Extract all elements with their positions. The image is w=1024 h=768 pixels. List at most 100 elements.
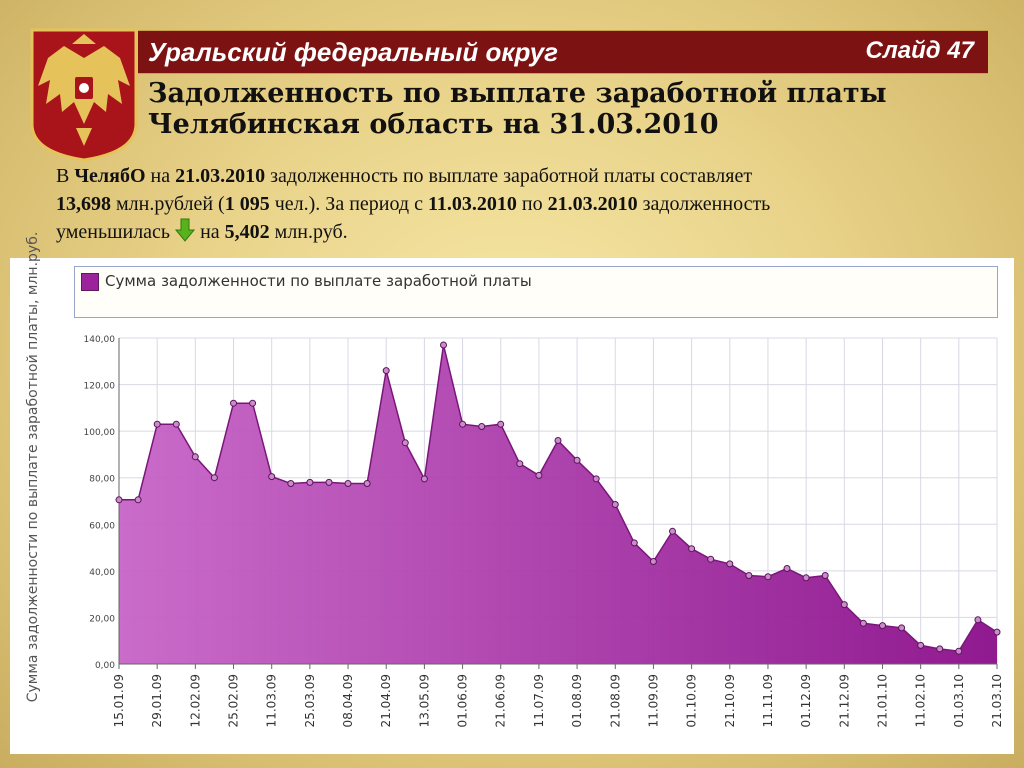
- data-point: [249, 399, 257, 407]
- data-point: [210, 474, 218, 482]
- data-point: [879, 622, 886, 630]
- text-fragment: задолженность: [637, 193, 771, 215]
- data-point: [974, 616, 982, 624]
- x-tick-label: 08.04.09: [341, 674, 355, 727]
- data-point: [478, 423, 486, 430]
- data-point: [382, 367, 390, 375]
- debt-amount: 13,698: [56, 193, 111, 215]
- y-tick-label: 60,00: [89, 521, 115, 531]
- text-fragment: млн.руб.: [269, 221, 348, 243]
- data-point: [592, 475, 600, 483]
- region-name: ЧелябО: [74, 165, 146, 187]
- x-tick-label: 11.07.09: [532, 674, 546, 727]
- x-tick-label: 12.02.09: [188, 674, 202, 727]
- data-point: [535, 471, 543, 479]
- y-tick-label: 40,00: [89, 568, 115, 578]
- data-point: [554, 437, 562, 444]
- text-fragment: на: [145, 165, 176, 187]
- data-point: [764, 573, 772, 581]
- y-tick-label: 80,00: [89, 475, 115, 485]
- text-fragment: уменьшилась: [56, 221, 176, 243]
- chart-legend: Сумма задолженности по выплате заработно…: [74, 266, 998, 318]
- data-point: [268, 473, 276, 481]
- x-tick-label: 11.09.09: [646, 674, 660, 727]
- data-point: [611, 501, 619, 508]
- data-point: [630, 539, 638, 547]
- data-point: [115, 496, 123, 504]
- data-point: [191, 453, 199, 461]
- data-point: [783, 565, 791, 572]
- y-tick-label: 140,00: [84, 335, 116, 345]
- x-tick-label: 21.03.10: [990, 674, 1004, 727]
- summary-text: В ЧелябО на 21.03.2010 задолженность по …: [56, 162, 986, 246]
- data-point: [993, 628, 1001, 636]
- data-point: [669, 527, 676, 535]
- data-point: [344, 480, 352, 487]
- legend-swatch: [81, 273, 99, 291]
- subtitle-line-1: Задолженность по выплате заработной плат…: [148, 78, 887, 109]
- x-tick-label: 29.01.09: [150, 674, 164, 727]
- data-point: [153, 420, 161, 428]
- page-title: Задолженность по выплате заработной плат…: [148, 78, 887, 140]
- y-axis-label: Сумма задолженности по выплате заработно…: [25, 232, 41, 703]
- data-point: [840, 601, 848, 609]
- x-tick-label: 21.08.09: [608, 674, 622, 727]
- data-point: [859, 619, 867, 627]
- data-point: [401, 439, 409, 447]
- data-point: [707, 555, 715, 563]
- y-tick-label: 120,00: [84, 382, 116, 392]
- x-tick-label: 21.10.09: [723, 674, 737, 727]
- data-point: [821, 572, 829, 579]
- data-point: [936, 645, 944, 653]
- x-tick-label: 25.03.09: [303, 674, 317, 727]
- header-bar: Уральский федеральный округ Слайд 47: [138, 30, 988, 74]
- slide-number: Слайд 47: [865, 37, 974, 64]
- data-point: [516, 460, 524, 468]
- x-tick-label: 01.03.10: [952, 674, 966, 727]
- data-point: [649, 558, 657, 565]
- text-fragment: чел.). За период с: [269, 193, 428, 215]
- x-tick-label: 15.01.09: [112, 674, 126, 727]
- data-point: [898, 624, 906, 632]
- x-tick-label: 01.10.09: [685, 674, 699, 727]
- data-point: [917, 641, 925, 649]
- data-point: [172, 420, 180, 428]
- x-tick-label: 11.02.10: [914, 674, 928, 727]
- x-tick-label: 21.12.09: [837, 674, 851, 727]
- y-tick-label: 100,00: [84, 428, 116, 438]
- x-tick-label: 13.05.09: [417, 674, 431, 727]
- x-tick-label: 01.08.09: [570, 674, 584, 727]
- series-area: [119, 345, 997, 664]
- text-fragment: по: [516, 193, 548, 215]
- period-end: 21.03.2010: [547, 193, 638, 215]
- text-fragment: млн.рублей (: [111, 193, 225, 215]
- data-point: [134, 496, 142, 504]
- subtitle-line-2: Челябинская область на 31.03.2010: [148, 109, 719, 140]
- x-tick-label: 25.02.09: [227, 674, 241, 727]
- period-start: 11.03.2010: [427, 193, 517, 215]
- x-tick-label: 01.12.09: [799, 674, 813, 727]
- data-point: [363, 480, 371, 487]
- data-point: [955, 647, 963, 655]
- x-tick-label: 21.01.10: [875, 674, 889, 727]
- people-count: 1 095: [224, 193, 270, 215]
- down-arrow-icon: [175, 218, 196, 242]
- y-tick-label: 0,00: [95, 661, 115, 671]
- text-fragment: В: [56, 165, 75, 187]
- data-point: [287, 480, 295, 487]
- data-point: [802, 574, 810, 582]
- data-point: [420, 475, 428, 483]
- y-tick-label: 20,00: [89, 614, 115, 624]
- legend-label: Сумма задолженности по выплате заработно…: [105, 272, 532, 290]
- decrease-amount: 5,402: [224, 221, 270, 243]
- data-point: [745, 572, 753, 579]
- coat-of-arms-icon: [30, 28, 138, 162]
- x-tick-label: 11.11.09: [761, 674, 775, 727]
- data-point: [306, 478, 314, 486]
- data-point: [573, 456, 581, 464]
- x-tick-label: 01.06.09: [456, 674, 470, 727]
- data-point: [230, 399, 237, 407]
- data-point: [325, 478, 333, 486]
- data-point: [688, 545, 696, 553]
